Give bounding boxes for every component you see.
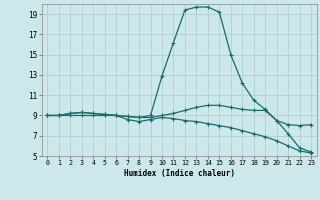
- X-axis label: Humidex (Indice chaleur): Humidex (Indice chaleur): [124, 169, 235, 178]
